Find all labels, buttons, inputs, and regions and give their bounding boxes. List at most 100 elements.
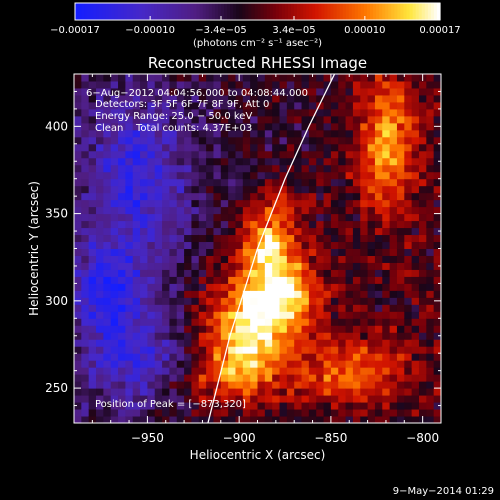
colorbar-cell <box>281 3 286 20</box>
heatmap-cell <box>206 283 214 291</box>
heatmap-cell <box>316 234 325 243</box>
heatmap-cell <box>257 227 266 236</box>
heatmap-cell <box>140 290 148 298</box>
heatmap-cell <box>118 325 126 333</box>
heatmap-cell <box>198 136 207 145</box>
heatmap-cell <box>176 283 185 291</box>
heatmap-cell <box>345 381 354 389</box>
heatmap-cell <box>264 360 273 368</box>
heatmap-cell <box>396 171 405 180</box>
heatmap-cell <box>162 325 170 333</box>
heatmap-cell <box>242 297 251 305</box>
heatmap-cell <box>125 255 134 263</box>
heatmap-cell <box>228 367 236 375</box>
heatmap-cell <box>272 339 281 347</box>
colorbar-cell <box>254 3 259 20</box>
heatmap-cell <box>308 325 317 333</box>
heatmap-cell <box>88 409 97 417</box>
heatmap-cell <box>74 94 82 103</box>
heatmap-cell <box>228 388 236 396</box>
heatmap-cell <box>147 234 156 243</box>
heatmap-cell <box>235 213 244 222</box>
heatmap-cell <box>125 115 134 124</box>
heatmap-cell <box>294 129 303 138</box>
heatmap-cell <box>191 395 200 403</box>
heatmap-cell <box>206 192 214 201</box>
heatmap-cell <box>367 129 376 138</box>
heatmap-cell <box>404 234 413 243</box>
heatmap-cell <box>389 115 398 124</box>
heatmap-cell <box>411 74 420 82</box>
heatmap-cell <box>74 325 82 333</box>
heatmap-cell <box>169 143 178 152</box>
heatmap-cell <box>352 353 361 361</box>
heatmap-cell <box>367 185 376 194</box>
annotation-energy-range: Energy Range: 25.0 − 50.0 keV <box>95 111 252 122</box>
heatmap-cell <box>147 409 156 417</box>
heatmap-cell <box>264 234 273 243</box>
heatmap-cell <box>220 374 229 382</box>
heatmap-cell <box>418 241 427 249</box>
heatmap-cell <box>330 108 339 117</box>
heatmap-cell <box>272 178 281 187</box>
heatmap-cell <box>191 199 200 208</box>
heatmap-cell <box>242 220 251 229</box>
heatmap-cell <box>176 87 185 96</box>
heatmap-cell <box>374 108 383 117</box>
heatmap-cell <box>433 416 442 424</box>
heatmap-cell <box>81 311 90 319</box>
heatmap-cell <box>257 388 266 396</box>
heatmap-cell <box>279 297 288 305</box>
heatmap-cell <box>301 416 310 424</box>
heatmap-cell <box>242 269 251 277</box>
heatmap-cell <box>374 276 383 284</box>
heatmap-cell <box>382 339 391 347</box>
heatmap-cell <box>81 409 90 417</box>
heatmap-cell <box>272 374 281 382</box>
heatmap-cell <box>301 290 310 298</box>
heatmap-cell <box>220 150 229 159</box>
heatmap-cell <box>228 143 236 152</box>
heatmap-cell <box>74 115 82 124</box>
heatmap-cell <box>88 255 97 263</box>
heatmap-cell <box>257 269 266 277</box>
heatmap-cell <box>404 262 413 270</box>
heatmap-cell <box>184 213 192 222</box>
colorbar-cell <box>163 3 167 20</box>
heatmap-cell <box>132 409 141 417</box>
heatmap-cell <box>330 74 339 82</box>
colorbar-cell <box>138 3 143 20</box>
heatmap-cell <box>147 339 156 347</box>
heatmap-cell <box>118 136 126 145</box>
heatmap-cell <box>96 101 104 110</box>
heatmap-cell <box>367 381 376 389</box>
heatmap-cell <box>345 234 354 243</box>
heatmap-cell <box>228 220 236 229</box>
heatmap-cell <box>294 115 303 124</box>
heatmap-cell <box>323 297 332 305</box>
heatmap-cell <box>426 248 435 256</box>
colorbar-cell <box>394 3 399 20</box>
heatmap-cell <box>404 332 413 340</box>
colorbar-cell <box>78 3 82 20</box>
heatmap-cell <box>103 206 112 215</box>
heatmap-cell <box>264 262 273 270</box>
heatmap-cell <box>426 108 435 117</box>
heatmap-cell <box>418 87 427 96</box>
heatmap-cell <box>103 87 112 96</box>
heatmap-cell <box>433 192 442 201</box>
heatmap-cell <box>374 402 383 410</box>
heatmap-cell <box>345 157 354 166</box>
heatmap-cell <box>206 171 214 180</box>
heatmap-cell <box>404 395 413 403</box>
heatmap-cell <box>433 199 442 208</box>
heatmap-cell <box>360 206 369 215</box>
heatmap-cell <box>228 395 236 403</box>
heatmap-cell <box>294 74 303 82</box>
heatmap-cell <box>404 409 413 417</box>
heatmap-cell <box>382 150 391 159</box>
heatmap-cell <box>374 381 383 389</box>
heatmap-cell <box>367 234 376 243</box>
heatmap-cell <box>213 129 222 138</box>
heatmap-cell <box>206 220 214 229</box>
